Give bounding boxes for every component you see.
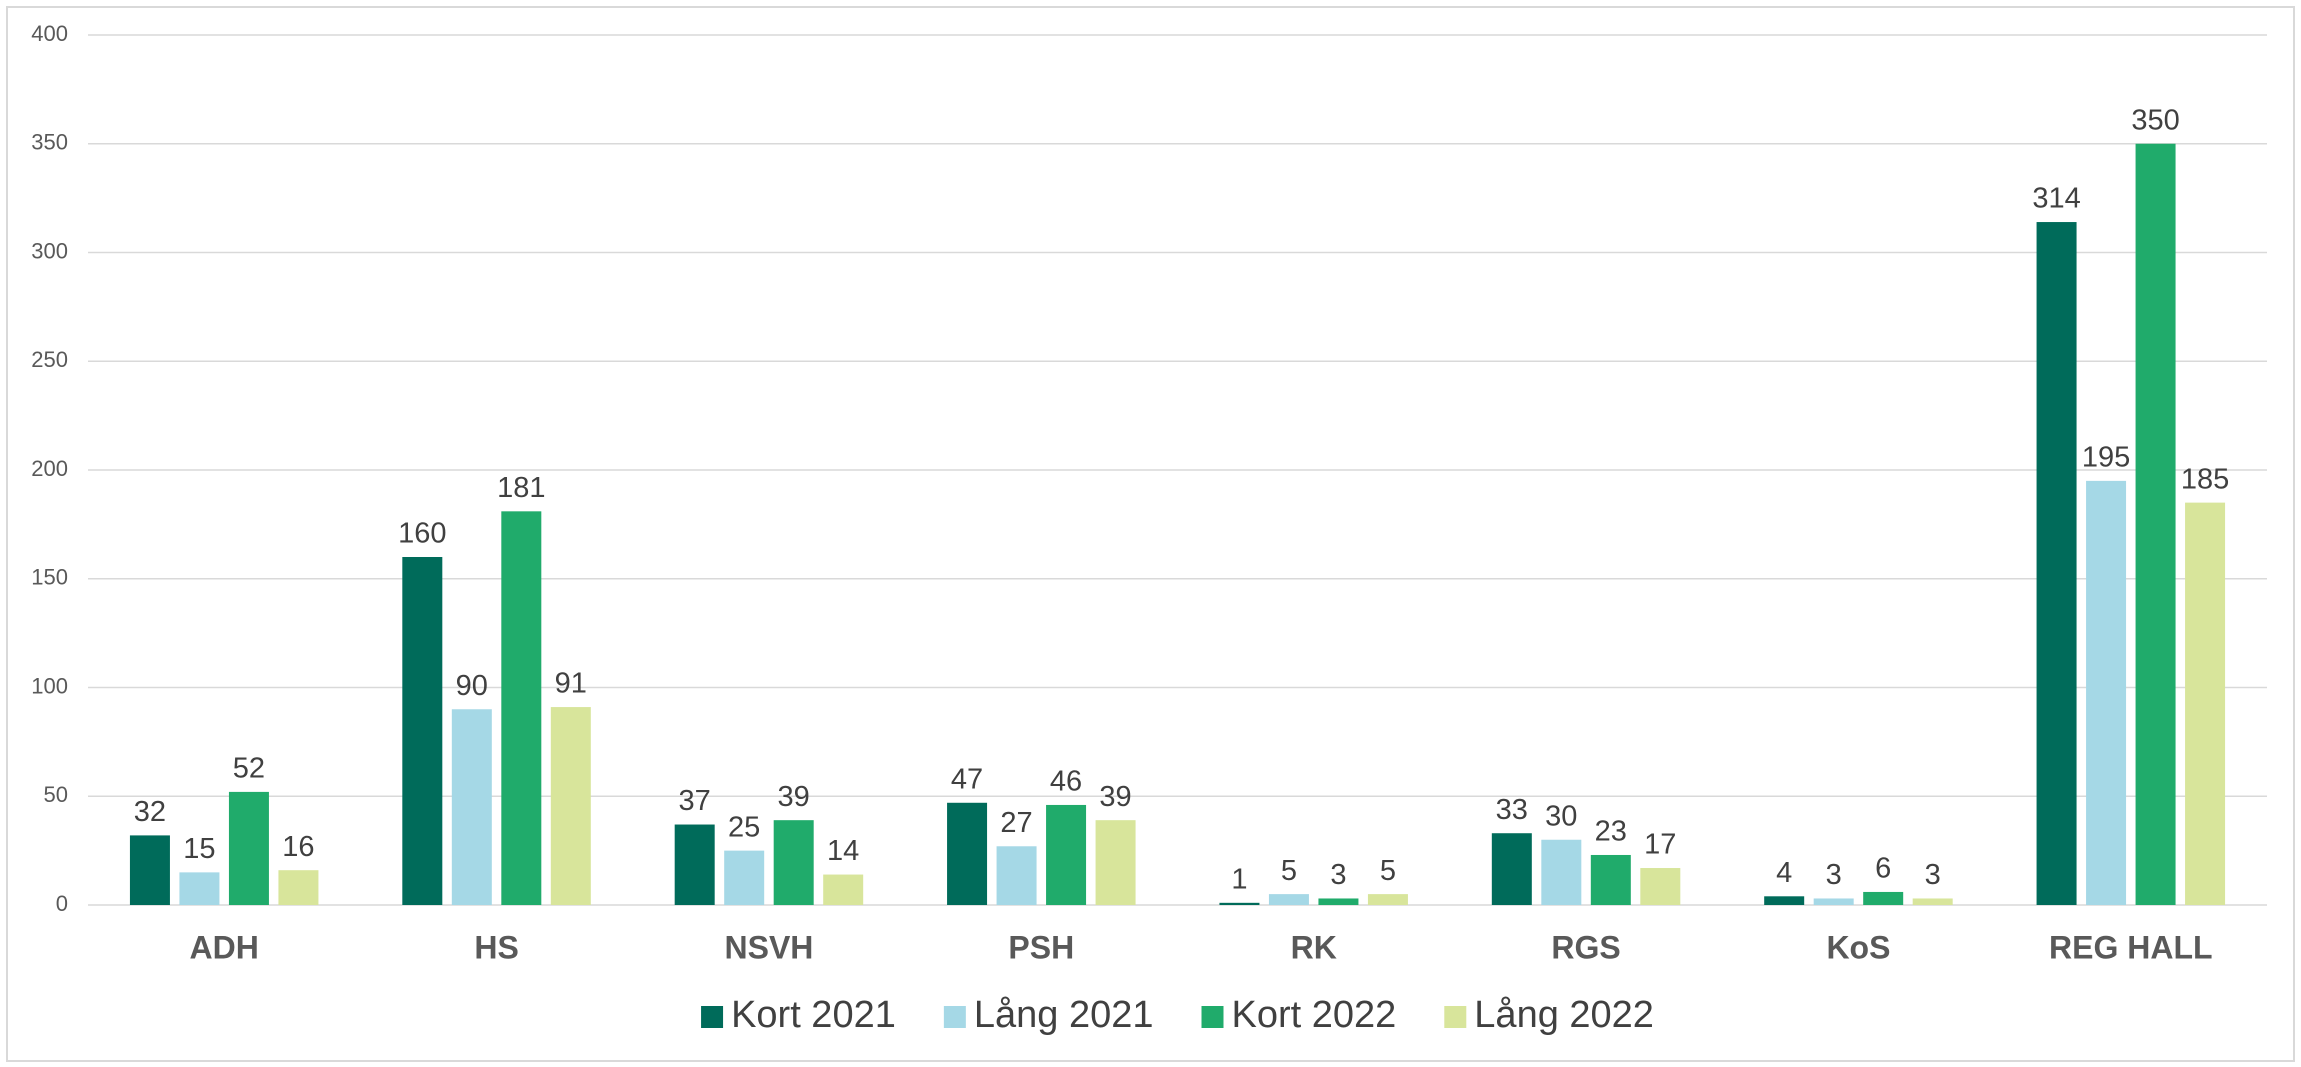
- value-label: 314: [2032, 183, 2080, 215]
- bar: [501, 511, 542, 905]
- value-label: 5: [1281, 855, 1297, 887]
- x-tick-label: PSH: [1008, 929, 1074, 965]
- legend-label: Kort 2022: [1232, 994, 1397, 1036]
- bar: [1268, 894, 1309, 905]
- value-label: 30: [1545, 800, 1577, 832]
- bar: [2185, 502, 2226, 905]
- value-label: 17: [1644, 829, 1676, 861]
- x-tick-label: REG HALL: [2049, 929, 2213, 965]
- x-tick-label: KoS: [1826, 929, 1890, 965]
- bar: [1640, 868, 1681, 905]
- value-label: 47: [951, 763, 983, 795]
- value-label: 1: [1231, 863, 1247, 895]
- value-label: 181: [497, 472, 545, 504]
- value-label: 160: [398, 518, 446, 550]
- bar: [996, 846, 1037, 905]
- y-tick-label: 100: [31, 673, 68, 698]
- value-label: 37: [679, 785, 711, 817]
- value-label: 23: [1595, 816, 1627, 848]
- value-label: 16: [282, 831, 314, 863]
- value-label: 52: [233, 753, 265, 785]
- legend-swatch: [701, 1006, 724, 1028]
- legend-label: Lång 2021: [974, 994, 1154, 1036]
- value-label: 3: [1925, 859, 1941, 891]
- bar: [674, 824, 715, 905]
- bar: [451, 709, 492, 905]
- value-label: 91: [555, 668, 587, 700]
- bar: [724, 850, 765, 905]
- bar: [947, 802, 988, 905]
- y-tick-label: 300: [31, 238, 68, 263]
- y-tick-label: 0: [56, 891, 68, 916]
- value-label: 39: [1099, 781, 1131, 813]
- bar: [773, 820, 814, 905]
- bar: [1764, 896, 1805, 905]
- value-label: 46: [1050, 766, 1082, 798]
- x-tick-label: RGS: [1551, 929, 1620, 965]
- legend-label: Kort 2021: [731, 994, 896, 1036]
- legend-swatch: [943, 1006, 966, 1028]
- legend-swatch: [1444, 1006, 1467, 1028]
- bar: [1491, 833, 1532, 905]
- bar: [1219, 902, 1260, 905]
- value-label: 185: [2181, 463, 2229, 495]
- bar: [1813, 898, 1854, 905]
- x-tick-label: NSVH: [724, 929, 813, 965]
- x-tick-label: ADH: [190, 929, 259, 965]
- x-tick-label: RK: [1291, 929, 1337, 965]
- bar: [2086, 480, 2127, 905]
- bar: [228, 791, 269, 905]
- bar: [1367, 894, 1408, 905]
- x-tick-label: HS: [474, 929, 518, 965]
- y-tick-label: 400: [31, 21, 68, 46]
- value-label: 27: [1000, 807, 1032, 839]
- bar: [1590, 854, 1631, 905]
- y-tick-label: 350: [31, 130, 68, 155]
- value-label: 3: [1826, 859, 1842, 891]
- value-label: 14: [827, 835, 859, 867]
- bar: [1912, 898, 1953, 905]
- value-label: 6: [1875, 853, 1891, 885]
- legend-swatch: [1201, 1006, 1224, 1028]
- value-label: 5: [1380, 855, 1396, 887]
- value-label: 350: [2131, 104, 2179, 136]
- value-label: 195: [2082, 442, 2130, 474]
- bar: [1046, 804, 1087, 905]
- value-label: 39: [778, 781, 810, 813]
- y-tick-label: 250: [31, 347, 68, 372]
- bar: [1095, 820, 1136, 905]
- value-label: 15: [183, 833, 215, 865]
- bar: [2036, 222, 2077, 906]
- value-label: 3: [1330, 859, 1346, 891]
- value-label: 90: [456, 670, 488, 702]
- bar: [1863, 891, 1904, 905]
- value-label: 32: [134, 796, 166, 828]
- bar: [2135, 143, 2176, 905]
- bar: [550, 707, 591, 905]
- value-label: 25: [728, 811, 760, 843]
- bar: [278, 870, 319, 905]
- bar: [402, 557, 443, 905]
- y-tick-label: 150: [31, 565, 68, 590]
- bar: [129, 835, 170, 905]
- bar: [1318, 898, 1359, 905]
- legend-label: Lång 2022: [1474, 994, 1654, 1036]
- value-label: 4: [1776, 857, 1792, 889]
- bar: [1541, 839, 1582, 905]
- chart-frame: [6, 6, 2295, 1062]
- bar: [823, 874, 864, 905]
- y-tick-label: 200: [31, 456, 68, 481]
- value-label: 33: [1496, 794, 1528, 826]
- bar: [179, 872, 220, 905]
- y-tick-label: 50: [44, 782, 68, 807]
